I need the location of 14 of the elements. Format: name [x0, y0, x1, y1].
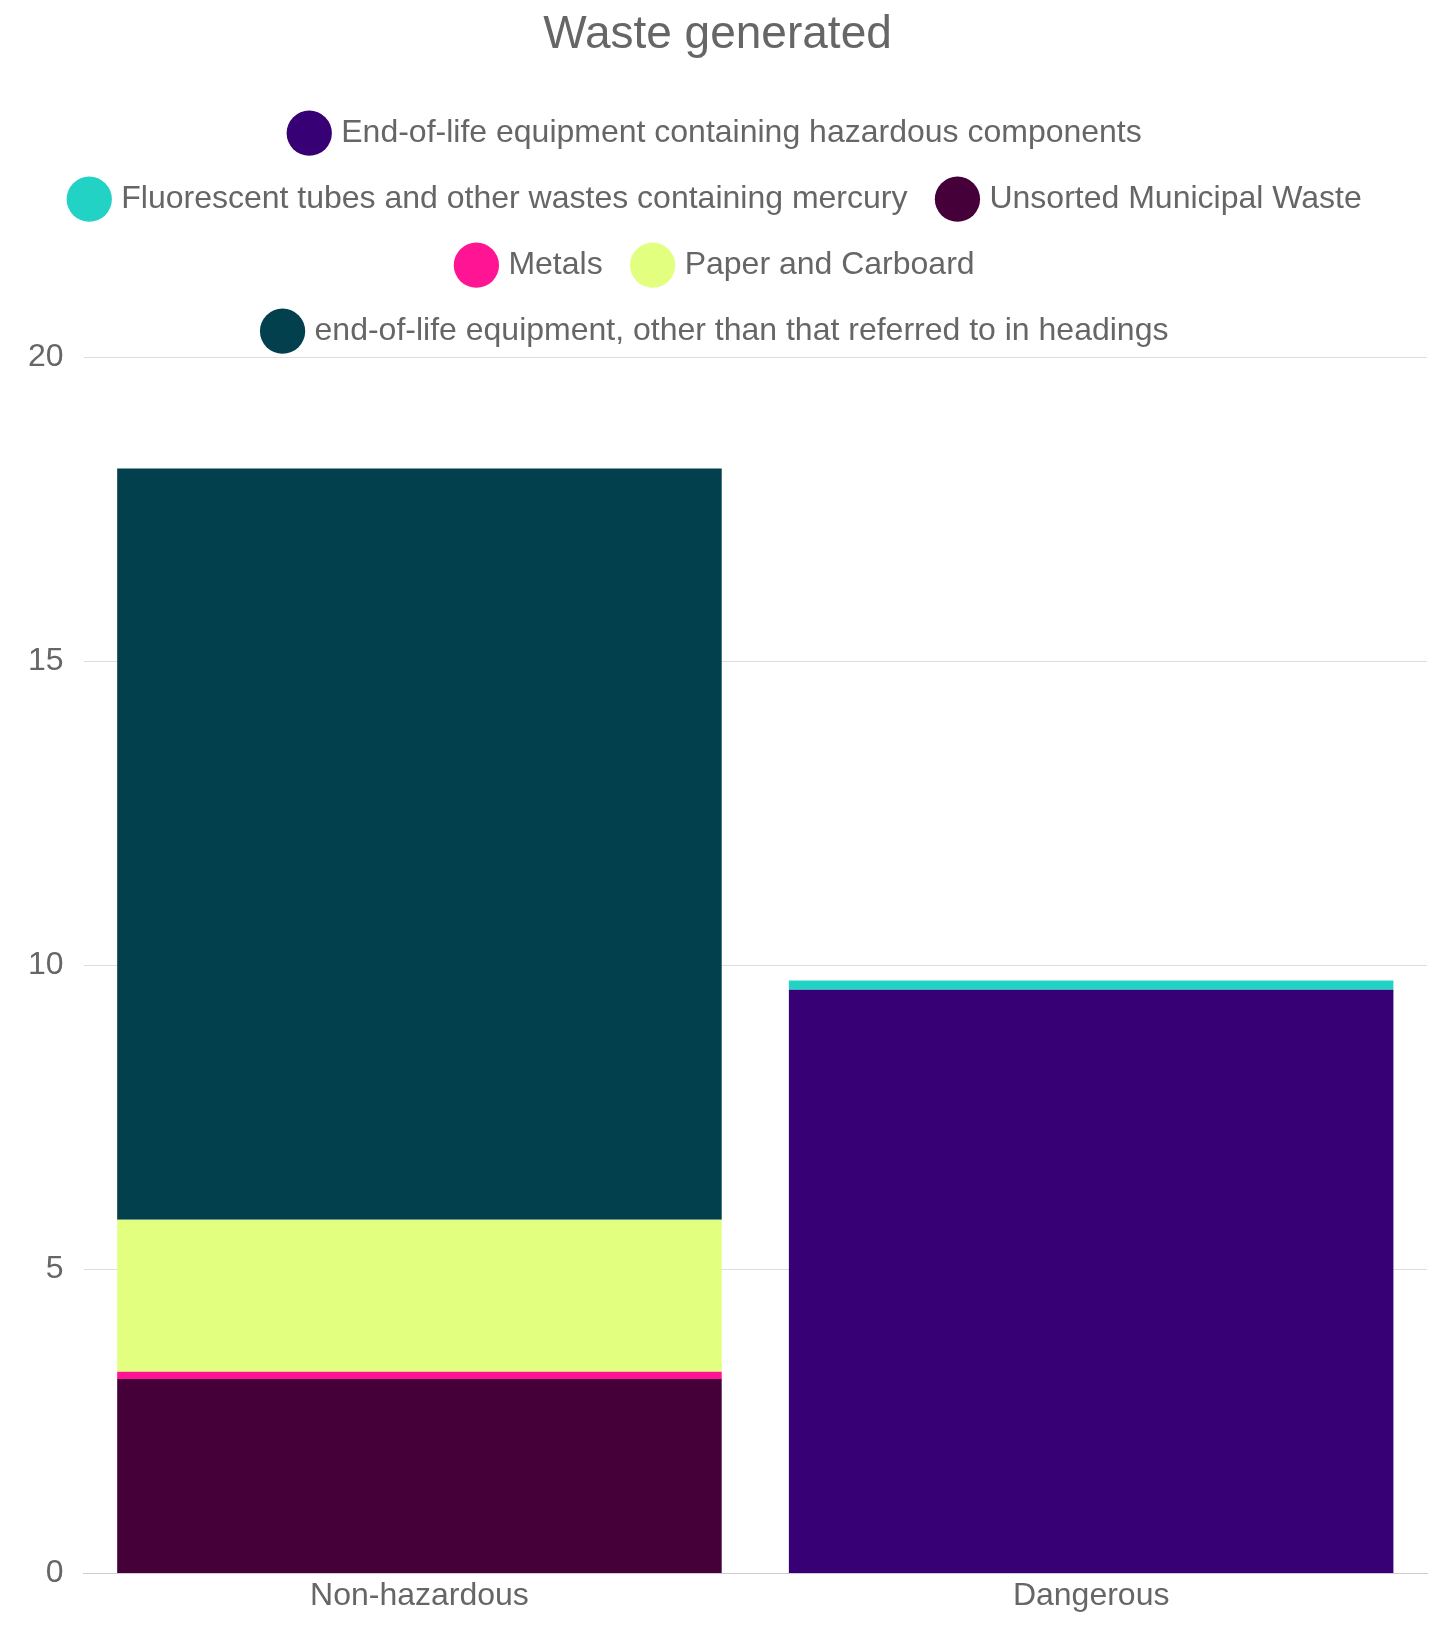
x-tick-label: Dangerous	[1012, 1575, 1170, 1612]
legend-label: Metals	[508, 245, 603, 282]
y-tick-label: 20	[28, 337, 64, 374]
legend-label: Unsorted Municipal Waste	[989, 179, 1362, 216]
legend-label: Fluorescent tubes and other wastes containing mercury	[121, 179, 908, 216]
x-tick-label: Non-hazardous	[310, 1575, 529, 1612]
y-tick-label: 10	[28, 945, 64, 982]
legend-label: Paper and Carboard	[684, 245, 975, 282]
chart-title: Waste generated	[543, 6, 892, 59]
legend-label: end-of-life equipment, other than that referred to in headings	[314, 311, 1169, 348]
legend-label: End-of-life equipment containing hazardous components	[341, 113, 1142, 150]
y-tick-label: 5	[45, 1249, 64, 1286]
y-tick-label: 0	[45, 1553, 64, 1590]
y-tick-label: 15	[28, 641, 64, 678]
